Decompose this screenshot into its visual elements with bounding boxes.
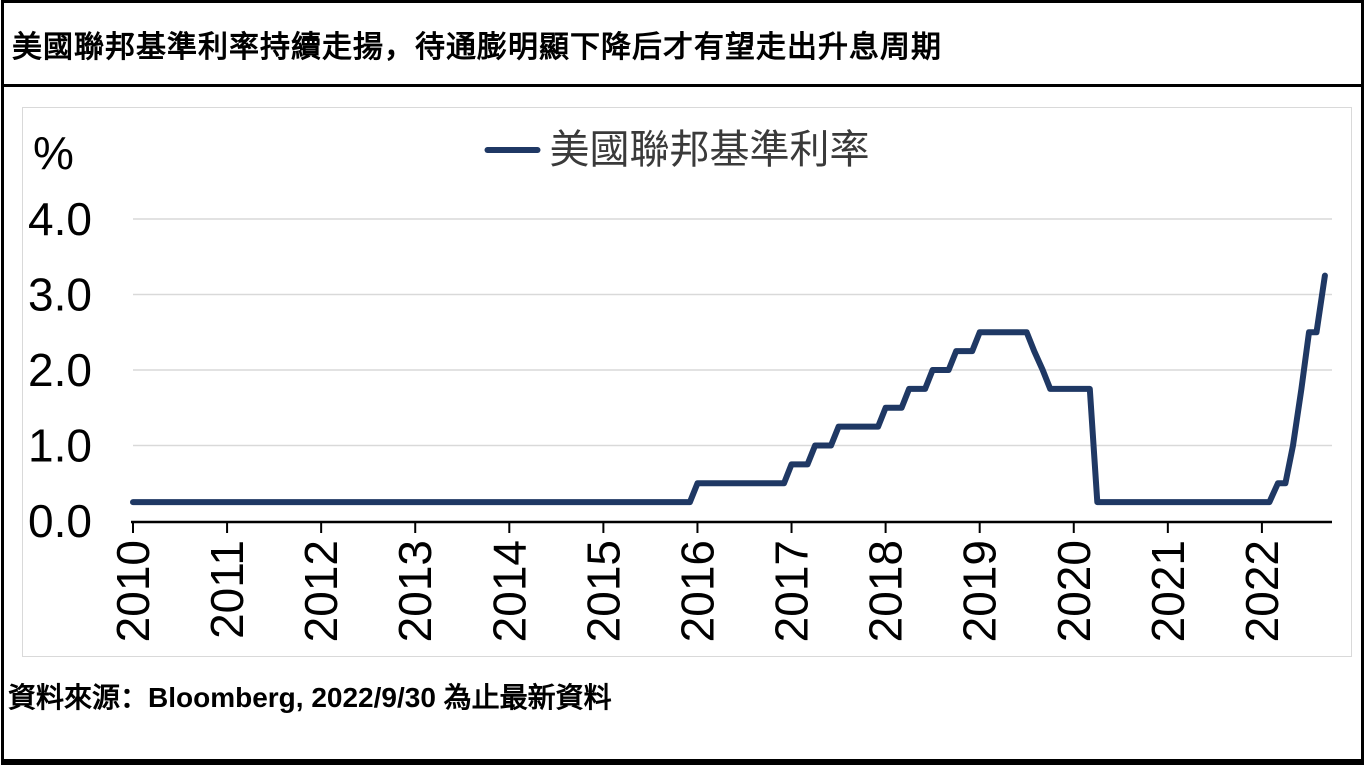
x-tick-label: 2010 xyxy=(107,540,159,642)
x-tick-label: 2018 xyxy=(860,540,912,642)
series-line xyxy=(130,272,1328,506)
y-axis-unit-label: % xyxy=(33,127,74,179)
legend-label: 美國聯邦基準利率 xyxy=(549,128,870,172)
chart-plot-frame xyxy=(22,107,1352,657)
x-tick-label: 2015 xyxy=(577,540,629,642)
y-tick-label: 1.0 xyxy=(28,420,92,472)
x-tick-label: 2022 xyxy=(1236,540,1288,642)
y-tick-label: 2.0 xyxy=(28,344,92,396)
y-tick-label: 4.0 xyxy=(28,193,92,245)
y-tick-label: 0.0 xyxy=(28,495,92,547)
x-tick-label: 2017 xyxy=(766,540,818,642)
page-title: 美國聯邦基準利率持續走揚，待通膨明顯下降后才有望走出升息周期 xyxy=(4,3,1361,87)
x-tick-label: 2014 xyxy=(483,540,535,642)
legend: 美國聯邦基準利率 xyxy=(484,128,870,172)
legend-line-swatch xyxy=(484,147,541,153)
source-note: 資料來源：Bloomberg, 2022/9/30 為止最新資料 xyxy=(8,682,612,713)
x-tick-label: 2021 xyxy=(1142,540,1194,642)
x-tick-label: 2016 xyxy=(671,540,723,642)
x-tick-label: 2012 xyxy=(295,540,347,642)
x-tick-label: 2020 xyxy=(1048,540,1100,642)
x-tick-label: 2019 xyxy=(954,540,1006,642)
x-tick-label: 2013 xyxy=(389,540,441,642)
x-tick-label: 2011 xyxy=(201,540,253,639)
y-tick-label: 3.0 xyxy=(28,269,92,321)
